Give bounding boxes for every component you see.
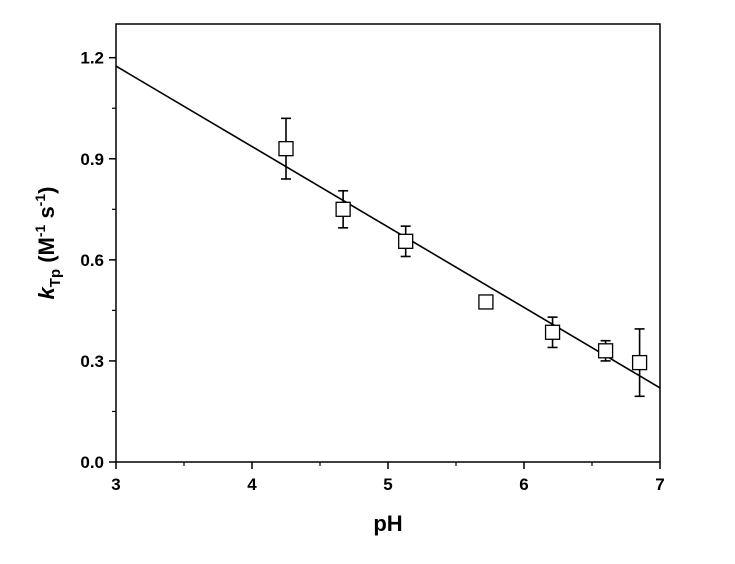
data-point — [478, 294, 494, 310]
y-axis-title-k: k — [34, 285, 59, 299]
x-tick-label-5: 5 — [383, 475, 392, 494]
x-axis-title: pH — [373, 511, 402, 536]
y-axis-title-sup1: -1 — [32, 224, 48, 237]
x-tick-label-7: 7 — [655, 475, 664, 494]
error-bars-layer — [281, 117, 645, 398]
fit-line-layer — [115, 65, 661, 389]
data-point — [278, 141, 294, 157]
y-tick-label-0.6: 0.6 — [80, 251, 104, 270]
markers-layer — [278, 141, 648, 371]
fit-line — [115, 65, 661, 389]
data-point — [631, 354, 648, 371]
data-point — [597, 343, 614, 359]
y-axis-title-sub: Tp — [47, 269, 64, 287]
data-point — [398, 233, 414, 249]
x-tick-label-4: 4 — [247, 475, 257, 494]
x-tick-label-3: 3 — [111, 475, 120, 494]
y-axis-title: kTp (M-1 s-1) — [32, 187, 64, 300]
y-axis-title-open: (M — [34, 237, 59, 269]
y-tick-label-0: 0.0 — [80, 453, 104, 472]
y-axis-title-sup2: -1 — [32, 194, 48, 207]
y-axis-title-mid: s — [34, 206, 59, 224]
y-tick-label-0.9: 0.9 — [80, 150, 104, 169]
y-tick-label-1.2: 1.2 — [80, 49, 104, 68]
y-tick-label-0.3: 0.3 — [80, 352, 104, 371]
x-tick-label-6: 6 — [519, 475, 528, 494]
data-point — [544, 324, 561, 340]
data-point — [335, 201, 351, 217]
ticks-layer: 3 4 5 6 7 0.0 0.3 0.6 0.9 1.2 — [80, 49, 664, 494]
y-axis-title-close: ) — [34, 187, 59, 194]
plot-frame — [115, 23, 661, 463]
